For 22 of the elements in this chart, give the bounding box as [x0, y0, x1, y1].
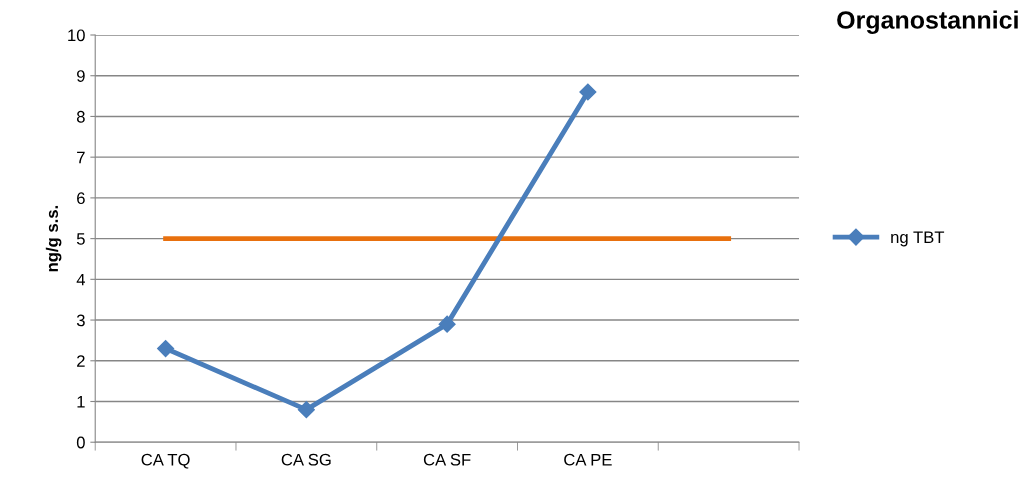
x-tick-label: CA PE: [564, 453, 612, 466]
point: [157, 340, 175, 358]
y-tick-label: 10: [68, 29, 85, 42]
y-tick-label: 0: [76, 436, 85, 449]
y-tick-label: 4: [76, 273, 86, 286]
y-tick-label: 1: [77, 396, 85, 408]
legend-label: ng TBT: [891, 231, 945, 247]
y-tick-label: 7: [77, 151, 85, 164]
y-tick-label: 5: [76, 233, 85, 245]
y-tick-label: 3: [76, 314, 85, 327]
x-tick-label: CA SF: [423, 453, 471, 466]
y-axis-title: ng/g s.s.: [45, 205, 62, 272]
point: [438, 315, 456, 333]
y-tick-label: 2: [77, 355, 85, 367]
point: [297, 401, 315, 419]
point: [579, 83, 597, 101]
y-tick-label: 8: [76, 110, 85, 123]
x-tick-label: CA SG: [281, 453, 331, 466]
text: Organostannici: [837, 10, 1018, 34]
y-tick-label: 9: [77, 70, 85, 82]
x-tick-label: CA TQ: [141, 453, 190, 469]
y-tick-label: 6: [77, 192, 85, 205]
